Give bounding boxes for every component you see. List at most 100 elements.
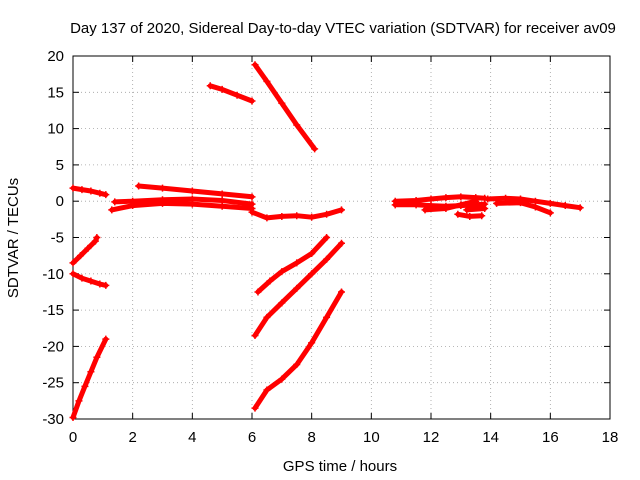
y-tick-label: -20 [42, 338, 64, 355]
data-point [293, 259, 301, 267]
data-point [323, 313, 331, 321]
data-point [69, 270, 77, 278]
data-point [278, 299, 286, 307]
data-point [78, 186, 86, 194]
data-point [69, 184, 77, 192]
data-point [159, 196, 166, 204]
data-point [93, 353, 101, 361]
data-point [263, 77, 271, 85]
data-point [91, 237, 99, 245]
data-point [251, 404, 259, 412]
x-tick-label: 12 [423, 429, 440, 446]
data-point [481, 204, 489, 212]
data-point [484, 195, 492, 203]
data-point [502, 194, 510, 202]
x-tick-label: 6 [248, 429, 256, 446]
y-tick-label: -30 [42, 411, 64, 428]
data-point [69, 414, 77, 422]
data-point [84, 244, 92, 252]
series-arc-13 [251, 288, 345, 412]
data-point [278, 375, 286, 383]
x-tick-label: 4 [188, 429, 196, 446]
series-arc-19 [493, 199, 554, 217]
data-point [251, 332, 259, 340]
data-point [323, 210, 331, 218]
series-arc-12 [251, 239, 345, 340]
data-point [308, 270, 316, 278]
y-tick-labels: -30 -25 -20 -15 -10 -5 0 5 10 15 20 [42, 48, 64, 428]
data-point [338, 206, 345, 214]
data-point [263, 313, 271, 321]
series-line [109, 200, 255, 213]
data-point [218, 196, 226, 204]
series-arc-17 [454, 210, 486, 220]
data-point [111, 198, 119, 206]
data-point [293, 121, 301, 129]
data-point [442, 204, 450, 212]
data-point [391, 201, 399, 209]
series-arc-8 [206, 82, 256, 105]
data-point [248, 208, 256, 216]
series-arc-4 [69, 335, 110, 422]
series-line [255, 235, 330, 295]
data-point [278, 268, 286, 276]
series-arc-1 [69, 184, 110, 199]
data-point [266, 277, 274, 285]
data-point [463, 206, 471, 214]
data-point [308, 213, 316, 221]
series-arc-11 [254, 234, 331, 296]
data-point [218, 85, 226, 93]
data-point [561, 202, 569, 210]
y-tick-label: 15 [47, 84, 64, 101]
x-tick-label: 8 [307, 429, 315, 446]
data-series [69, 61, 584, 422]
data-point [78, 274, 86, 282]
data-point [102, 281, 110, 289]
x-tick-labels: 0 2 4 6 8 10 12 14 16 18 [69, 429, 619, 446]
series-line [207, 83, 255, 104]
data-point [96, 189, 104, 197]
series-arc-2 [69, 234, 101, 267]
series-arc-9 [251, 61, 319, 153]
data-point [531, 203, 539, 211]
data-point [69, 259, 77, 267]
data-point [206, 82, 214, 90]
data-point [293, 361, 301, 369]
data-point [248, 97, 256, 105]
grid-lines [73, 56, 610, 419]
data-point [576, 204, 584, 212]
data-point [87, 277, 95, 285]
y-tick-label: -10 [42, 266, 64, 283]
data-point [457, 201, 465, 209]
series-line [422, 198, 479, 213]
data-point [493, 199, 501, 207]
series-line [494, 200, 553, 216]
data-point [311, 145, 319, 153]
x-axis-label: GPS time / hours [283, 458, 397, 475]
data-point [546, 199, 554, 207]
data-point [233, 91, 241, 99]
x-tick-label: 0 [69, 429, 77, 446]
chart-title: Day 137 of 2020, Sidereal Day-to-day VTE… [70, 20, 616, 37]
data-point [308, 339, 316, 347]
data-point [129, 197, 137, 205]
data-point [472, 197, 480, 205]
data-point [188, 187, 196, 195]
y-tick-label: 5 [56, 157, 64, 174]
series-line [70, 336, 109, 420]
data-point [102, 191, 110, 199]
data-point [323, 255, 331, 263]
data-point [546, 209, 554, 217]
x-tick-label: 16 [542, 429, 559, 446]
data-point [338, 288, 345, 296]
y-tick-label: 0 [56, 193, 64, 210]
series-arc-10 [248, 206, 345, 222]
data-point [76, 252, 84, 260]
data-point [457, 193, 465, 201]
data-point [248, 193, 256, 201]
data-point [254, 288, 262, 296]
y-axis-label: SDTVAR / TECUs [5, 178, 22, 298]
data-point [293, 212, 301, 220]
